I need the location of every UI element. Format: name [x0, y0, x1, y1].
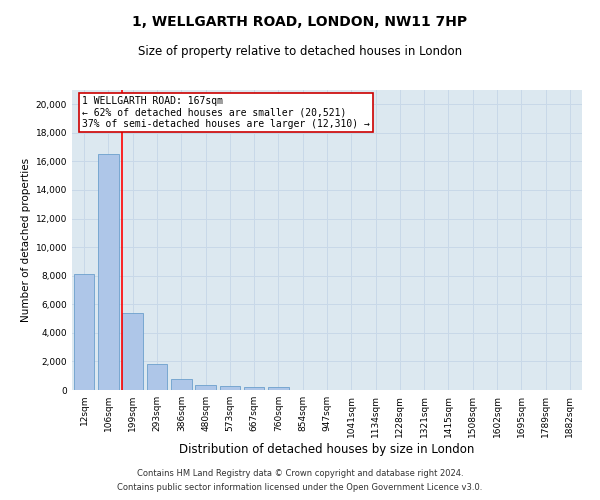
Text: 1 WELLGARTH ROAD: 167sqm
← 62% of detached houses are smaller (20,521)
37% of se: 1 WELLGARTH ROAD: 167sqm ← 62% of detach… — [82, 96, 370, 129]
Bar — [268, 387, 289, 390]
Y-axis label: Number of detached properties: Number of detached properties — [22, 158, 31, 322]
Bar — [146, 364, 167, 390]
Text: Contains public sector information licensed under the Open Government Licence v3: Contains public sector information licen… — [118, 484, 482, 492]
Text: Size of property relative to detached houses in London: Size of property relative to detached ho… — [138, 45, 462, 58]
Bar — [244, 386, 265, 390]
Bar — [98, 154, 119, 390]
Bar — [220, 386, 240, 390]
Bar — [74, 274, 94, 390]
Bar — [122, 313, 143, 390]
Text: 1, WELLGARTH ROAD, LONDON, NW11 7HP: 1, WELLGARTH ROAD, LONDON, NW11 7HP — [133, 15, 467, 29]
Bar — [171, 379, 191, 390]
Text: Contains HM Land Registry data © Crown copyright and database right 2024.: Contains HM Land Registry data © Crown c… — [137, 468, 463, 477]
X-axis label: Distribution of detached houses by size in London: Distribution of detached houses by size … — [179, 442, 475, 456]
Bar — [195, 385, 216, 390]
